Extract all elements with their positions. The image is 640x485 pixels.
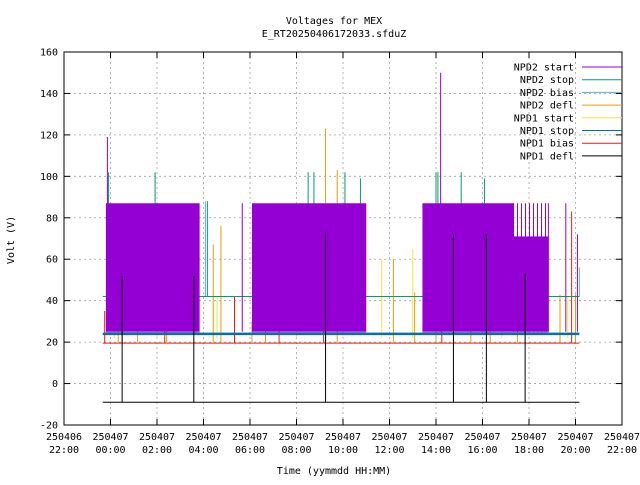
legend-label: NPD1 stop	[520, 126, 574, 137]
x-tick-label-date: 250407	[232, 432, 268, 443]
legend-item: NPD1 bias	[520, 139, 622, 150]
x-tick-label-time: 18:00	[514, 445, 544, 456]
y-tick-label: 20	[46, 338, 58, 349]
x-tick-label-time: 16:00	[467, 445, 497, 456]
y-tick-label: 160	[40, 48, 58, 59]
legend-item: NPD1 stop	[520, 126, 622, 137]
x-tick-label-date: 250407	[185, 432, 221, 443]
y-tick-label: 40	[46, 296, 58, 307]
x-tick-label-time: 20:00	[560, 445, 590, 456]
legend-item: NPD2 bias	[520, 88, 622, 99]
series-block	[105, 203, 200, 332]
legend-item: NPD2 start	[514, 63, 622, 74]
x-tick-label-date: 250407	[325, 432, 361, 443]
series-block	[422, 203, 514, 332]
x-tick-label-time: 12:00	[374, 445, 404, 456]
legend-item: NPD1 start	[514, 113, 622, 124]
legend-item: NPD1 defl	[520, 151, 622, 162]
x-tick-label-date: 250407	[604, 432, 640, 443]
y-tick-label: 60	[46, 255, 58, 266]
tick-layer: -20 0 20 40 60 80 100 120 140 160 250406 22:00 25040…	[40, 48, 640, 457]
x-tick-label-date: 250406	[46, 432, 82, 443]
x-tick-label-date: 250407	[464, 432, 500, 443]
y-tick-label: 0	[52, 379, 58, 390]
y-tick-label: 100	[40, 172, 58, 183]
x-tick-label-date: 250407	[418, 432, 454, 443]
x-tick-label-time: 06:00	[235, 445, 265, 456]
x-tick-label-date: 250407	[92, 432, 128, 443]
legend-label: NPD1 start	[514, 113, 574, 124]
legend-label: NPD2 stop	[520, 75, 574, 86]
x-tick-label-time: 00:00	[95, 445, 125, 456]
legend-label: NPD2 bias	[520, 88, 574, 99]
y-tick-label: 120	[40, 130, 58, 141]
legend-label: NPD1 bias	[520, 139, 574, 150]
x-tick-label-time: 22:00	[607, 445, 637, 456]
series-block	[251, 203, 367, 332]
x-tick-label-time: 02:00	[142, 445, 172, 456]
x-tick-label-date: 250407	[139, 432, 175, 443]
x-tick-label-time: 08:00	[281, 445, 311, 456]
series-npd2-start	[105, 72, 578, 334]
x-tick-label-date: 250407	[511, 432, 547, 443]
x-tick-label-time: 22:00	[49, 445, 79, 456]
x-tick-label-time: 14:00	[421, 445, 451, 456]
data-layer	[102, 72, 580, 403]
x-tick-label-time: 10:00	[328, 445, 358, 456]
series-block	[513, 236, 549, 332]
legend-item: NPD2 defl	[520, 101, 622, 112]
legend-label: NPD2 defl	[520, 101, 574, 112]
x-tick-label-date: 250407	[557, 432, 593, 443]
x-tick-label-date: 250407	[278, 432, 314, 443]
x-tick-label-time: 04:00	[188, 445, 218, 456]
legend-label: NPD1 defl	[520, 151, 574, 162]
series-npd1-defl	[102, 232, 580, 403]
y-tick-label: 80	[46, 213, 58, 224]
chart-title: Voltages for MEX	[286, 16, 382, 27]
y-tick-label: -20	[40, 421, 58, 432]
legend-item: NPD2 stop	[520, 75, 622, 86]
x-axis-label: Time (yymmdd HH:MM)	[277, 466, 391, 477]
y-tick-label: 140	[40, 89, 58, 100]
chart-subtitle: E_RT20250406172033.sfduZ	[262, 29, 407, 40]
legend-label: NPD2 start	[514, 63, 574, 74]
x-tick-label-date: 250407	[371, 432, 407, 443]
y-axis-label: Volt (V)	[6, 216, 17, 264]
